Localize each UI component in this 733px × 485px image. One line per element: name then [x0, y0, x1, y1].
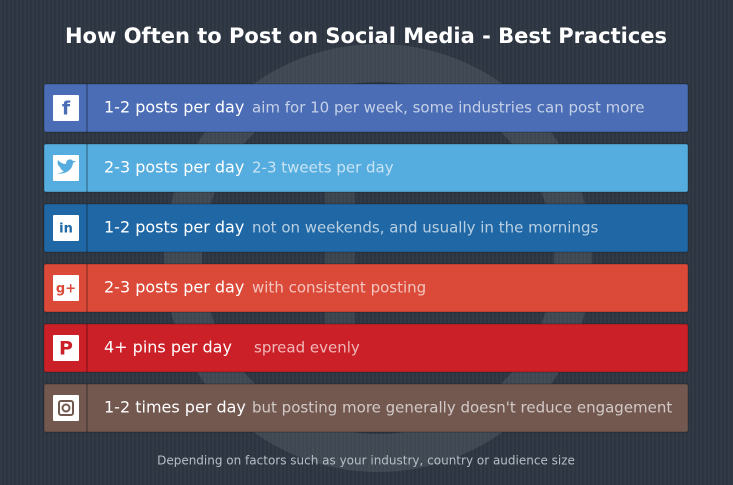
- frequency: 2-3 posts per day: [104, 278, 244, 297]
- row-bar: [43, 203, 689, 253]
- icon-glyph: g+: [56, 282, 76, 297]
- icon-glyph: P: [59, 338, 73, 360]
- icon-box: [53, 95, 79, 121]
- icon-glyph: [58, 400, 74, 416]
- icon-glyph: [57, 159, 76, 174]
- note: spread evenly: [254, 339, 360, 357]
- row-bar: [43, 323, 689, 373]
- watermark-circle: [164, 44, 592, 472]
- row-bar: [43, 83, 689, 133]
- row: f 1-2 posts per day aim for 10 per week, s…: [43, 83, 689, 133]
- frequency: 1-2 times per day: [104, 398, 246, 417]
- row: g+ 2-3 posts per day with consistent posti…: [43, 263, 689, 313]
- note: not on weekends, and usually in the morn…: [252, 219, 598, 237]
- note: aim for 10 per week, some industries can…: [252, 99, 645, 117]
- icon-box: [53, 215, 79, 241]
- icon-glyph: in: [59, 222, 73, 237]
- icon-glyph: f: [62, 98, 71, 120]
- row: in 1-2 posts per day not on weekends, and …: [43, 203, 689, 253]
- icon-lens: [61, 403, 71, 413]
- row-bar: [43, 383, 689, 433]
- note: 2-3 tweets per day: [252, 159, 394, 177]
- icon-box: [53, 275, 79, 301]
- row: P 4+ pins per day spread evenly: [43, 323, 689, 373]
- note: with consistent posting: [252, 279, 426, 297]
- frequency: 1-2 posts per day: [104, 98, 244, 117]
- frequency: 1-2 posts per day: [104, 218, 244, 237]
- note: but posting more generally doesn't reduc…: [252, 399, 672, 417]
- title: How Often to Post on Social Media - Best…: [65, 24, 667, 48]
- rows: f 1-2 posts per day aim for 10 per week, s…: [43, 83, 689, 433]
- row-bar: [43, 143, 689, 193]
- frequency: 2-3 posts per day: [104, 158, 244, 177]
- icon-box: [53, 335, 79, 361]
- row: 1-2 times per day but posting more genera…: [43, 383, 689, 433]
- row-bar: [43, 263, 689, 313]
- row: 2-3 posts per day 2-3 tweets per day: [43, 143, 689, 193]
- footer: Depending on factors such as your indust…: [157, 454, 575, 468]
- icon-box: [53, 395, 79, 421]
- frequency: 4+ pins per day: [104, 338, 232, 357]
